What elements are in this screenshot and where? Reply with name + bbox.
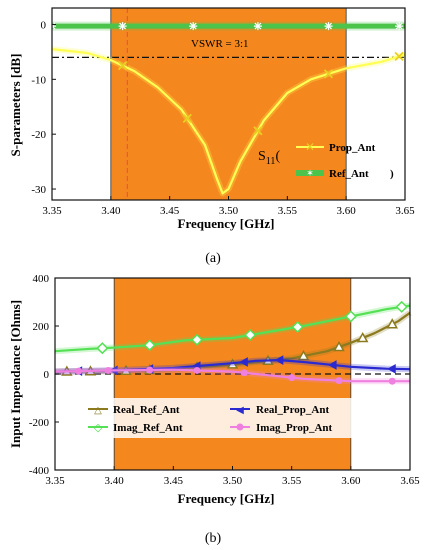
panel-a-series-1-point-5 (395, 22, 404, 31)
panel-a-xtick-label-3: 3.50 (219, 205, 239, 217)
legend-real-ref-marker: △ (94, 405, 102, 416)
panel-a-series-0-line (51, 48, 406, 195)
panel-b-series-3-point-5 (288, 374, 296, 382)
panel-b-series-1-point-5 (344, 310, 357, 323)
panel-b-xtick-label-3: 3.50 (223, 475, 243, 487)
panel-a-ytick-label-0: 0 (41, 19, 47, 31)
panel-b-series-2-point-6 (328, 360, 337, 370)
panel-a-series-1-point-1 (118, 22, 127, 31)
panel-a-xlabel: Frequency [GHz] (178, 216, 275, 231)
panel-a-xtick-label-5: 3.60 (337, 205, 357, 217)
panel-b-xlabel: Frequency [GHz] (178, 491, 275, 506)
panel-b-ytick-label-2: 0 (44, 369, 50, 381)
panel-b-label: (b) (205, 531, 222, 546)
panel-b-series-0-point-10 (386, 318, 399, 329)
panel-a-plot-area (48, 8, 406, 200)
panel-a-xtick-label-0: 3.35 (42, 205, 62, 217)
panel-a-xtick-label-2: 3.45 (160, 205, 180, 217)
legend-imag-ref-marker: ◇ (94, 422, 103, 434)
panel-b-series-2-point-5 (274, 355, 284, 365)
panel-a-ytick-label-2: -20 (31, 129, 46, 141)
legend-s11-prefix: S11( (258, 149, 280, 167)
legend-imag-prop-marker (236, 423, 244, 431)
panel-a-ytick-label-1: -10 (31, 74, 46, 86)
panel-b-series-3-point-7 (388, 377, 396, 385)
panel-b-legend: △ Real_Ref_Ant ◇ Imag_Ref_Ant ◀ Real_Pro… (82, 398, 382, 438)
panel-b-xtick-label-6: 3.65 (400, 475, 420, 487)
panel-b-xtick-label-1: 3.40 (105, 475, 125, 487)
legend-close: ) (390, 168, 394, 180)
panel-b-plot-area (54, 278, 412, 470)
panel-b-xtick-label-4: 3.55 (282, 475, 302, 487)
panel-a-shaded-band (110, 8, 347, 200)
panel-b-series-1-point-0 (96, 342, 109, 355)
panel-b-series-3-point-6 (335, 377, 343, 385)
panel-a-series-1-point-4 (324, 22, 333, 31)
s11-legend: S11( ✕ Prop_Ant ✶ Ref_Ant ) (258, 140, 394, 180)
panel-b-series-3-point-3 (193, 366, 201, 374)
panel-b-series-3-point-0 (75, 367, 83, 375)
panel-b-series-3-point-1 (104, 367, 112, 375)
panel-a-xtick-label-6: 3.65 (395, 205, 415, 217)
panel-b-series-3-line (54, 368, 410, 383)
legend-prop-marker: ✕ (305, 140, 315, 154)
panel-a-xtick-label-4: 3.55 (278, 205, 298, 217)
panel-a: (a) Frequency [GHz] S-parameters [dB] VS… (8, 7, 415, 266)
panel-b-ylabel: Input Impendance [Ohms] (8, 300, 23, 448)
legend-real-prop-marker: ◀ (236, 405, 244, 416)
legend-real-prop-label: Real_Prop_Ant (256, 404, 329, 416)
vswr-label: VSWR = 3:1 (191, 38, 249, 50)
panel-b-series-1-point-3 (244, 328, 257, 342)
panel-a-label: (a) (205, 251, 221, 266)
panel-b-ytick-label-0: 400 (33, 273, 50, 285)
panel-b-series-1-point-6 (395, 300, 408, 313)
panel-a-ylabel: S-parameters [dB] (8, 54, 23, 157)
panel-a-ytick-label-3: -30 (31, 184, 46, 196)
legend-prop-label: Prop_Ant (329, 142, 376, 154)
panel-a-series-0-point-0 (117, 60, 128, 71)
panel-b: (b) Frequency [GHz] Input Impendance [Oh… (8, 273, 420, 546)
panel-b-series-2-point-4 (239, 357, 248, 367)
panel-a-xtick-label-1: 3.40 (101, 205, 121, 217)
panel-b-series-1-point-2 (190, 333, 204, 346)
panel-b-ytick-label-3: -200 (29, 417, 50, 429)
legend-imag-prop-label: Imag_Prop_Ant (256, 422, 333, 434)
panel-b-series-3-point-4 (240, 369, 248, 377)
panel-a-series-0-point-3 (323, 69, 334, 79)
panel-b-series-3-point-2 (146, 366, 154, 374)
panel-b-ytick-label-1: 200 (33, 321, 50, 333)
panel-b-series-0-point-8 (333, 340, 345, 352)
panel-b-ytick-label-4: -400 (29, 465, 50, 477)
panel-a-series-1-point-3 (253, 22, 262, 31)
legend-imag-ref-label: Imag_Ref_Ant (113, 422, 183, 434)
panel-b-xtick-label-5: 3.60 (341, 475, 361, 487)
panel-b-series-2-point-7 (387, 363, 396, 374)
panel-b-series-0-point-7 (297, 349, 310, 361)
legend-real-ref-label: Real_Ref_Ant (113, 404, 180, 416)
panel-b-legend-box (82, 398, 382, 438)
panel-b-series-1-point-1 (143, 339, 156, 352)
panel-a-series-1-point-2 (189, 22, 198, 31)
panel-b-xtick-label-0: 3.35 (45, 475, 65, 487)
panel-a-series-0-point-4 (394, 51, 404, 62)
panel-b-xtick-label-2: 3.45 (164, 475, 184, 487)
panel-b-series-0-point-9 (356, 331, 369, 343)
legend-ref-label: Ref_Ant (329, 168, 369, 180)
panel-b-series-1-point-4 (291, 320, 304, 334)
legend-ref-marker: ✶ (306, 168, 314, 178)
panel-a-series-0-point-1 (182, 113, 192, 124)
panel-a-series-0-point-2 (253, 126, 263, 136)
